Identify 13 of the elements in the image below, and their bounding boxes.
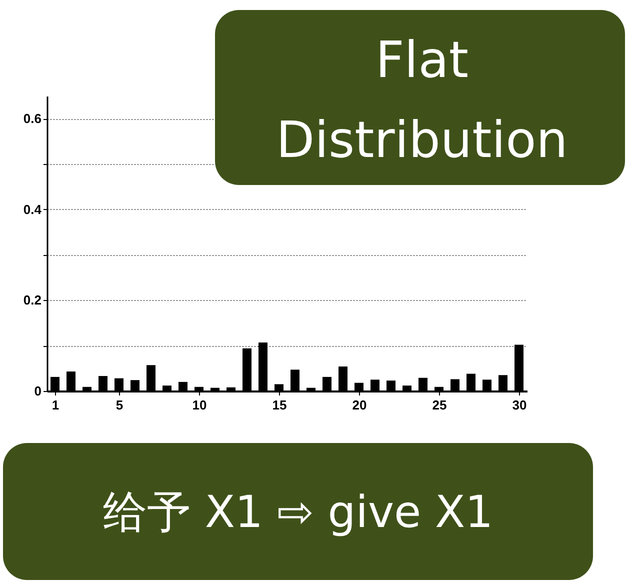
- x-tick-label: 15: [272, 398, 287, 412]
- x-tick-label: 1: [52, 398, 60, 412]
- y-tick-label: 0.6: [23, 111, 42, 126]
- x-tick-label: 20: [352, 398, 367, 412]
- x-tick-label: 30: [512, 398, 527, 412]
- annotation: Flat Distribution: [276, 31, 568, 169]
- text: 给予 X1 ⇨ give X1: [102, 487, 494, 538]
- x-tick-label: 5: [116, 398, 124, 412]
- y-tick-label: 0.2: [23, 292, 42, 308]
- x-tick-label: 25: [432, 398, 447, 412]
- y-tick-label: 0.4: [23, 202, 42, 217]
- y-tick-label: 0: [34, 384, 42, 398]
- x-tick-label: 10: [192, 398, 207, 412]
